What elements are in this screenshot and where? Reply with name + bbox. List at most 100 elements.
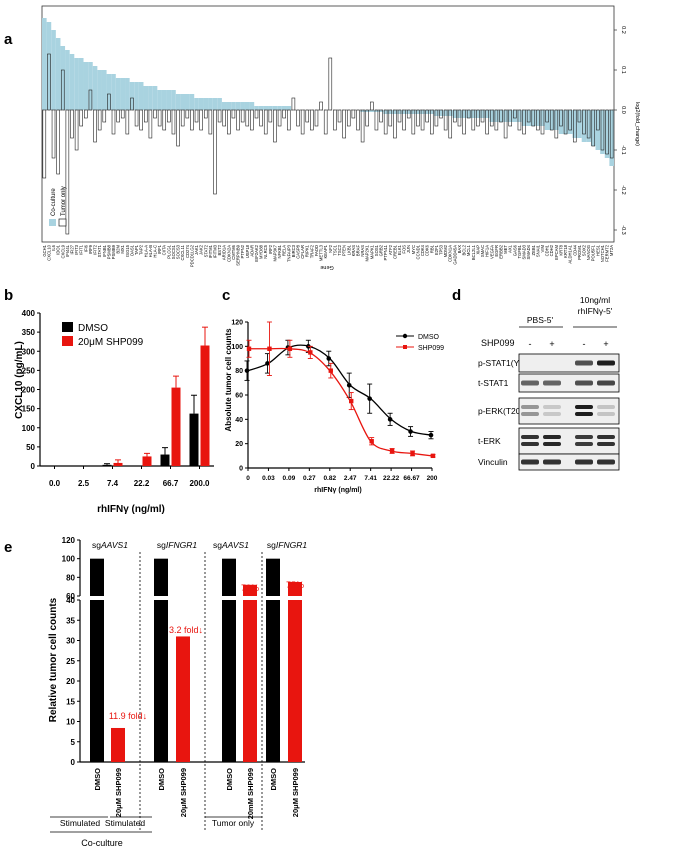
tumor-bar xyxy=(268,109,273,123)
panel-c-ytick-label: 120 xyxy=(231,320,243,327)
panel-e-bar-lower xyxy=(90,600,104,762)
panel-e-group-label: sgAAVS1 xyxy=(213,540,249,550)
gene-label: PTEN xyxy=(342,245,347,256)
western-band xyxy=(575,435,593,439)
tumor-bar xyxy=(365,109,369,127)
panel-a-ytick-label: 0.2 xyxy=(620,26,626,34)
gene-label: NLRC5 xyxy=(263,244,268,258)
panel-c-point xyxy=(389,448,395,454)
gene-label: IFI6 xyxy=(83,244,88,252)
coculture-bar xyxy=(563,110,568,134)
gene-label: SERPINB9 xyxy=(236,244,241,265)
tumor-bar xyxy=(120,109,125,119)
coculture-bar xyxy=(494,110,499,122)
tumor-bar xyxy=(328,57,333,111)
panel-c-xtick-label: 0.03 xyxy=(262,475,275,482)
panel-b-xtick-label: 7.4 xyxy=(107,479,119,488)
coculture-bar xyxy=(461,110,467,118)
panel-a-ytick-label: 0.1 xyxy=(620,66,626,74)
panel-e-condition-labels: Stimulated Stimulated Tumor only xyxy=(50,816,262,828)
panel-a-ytick-label: 0.0 xyxy=(620,106,626,114)
panel-c-point xyxy=(367,396,372,401)
panel-e-bar-upper xyxy=(154,558,168,596)
panel-c-axes: 0 20 40 60 80 100 120 0 0.03 0.09 0.27 0.82 2.47 7.41… xyxy=(231,320,437,483)
western-blot-frame xyxy=(518,427,620,455)
gene-label: SMAD3 xyxy=(522,244,527,259)
tumor-bar xyxy=(333,109,337,131)
gene-label: TP53 xyxy=(439,244,444,255)
coculture-bar xyxy=(106,74,112,110)
group-label-prefix: sg xyxy=(267,540,276,550)
gene-label: IFIT1 xyxy=(79,244,84,254)
panel-e-ytick-label: 100 xyxy=(62,555,76,564)
western-row-label: Vinculin xyxy=(478,457,508,467)
tumor-bar xyxy=(430,109,434,135)
gene-label: MYC xyxy=(411,245,416,254)
tumor-bar xyxy=(499,109,503,123)
tumor-bar xyxy=(282,109,286,119)
western-band xyxy=(543,405,561,409)
panel-c-chart: 0 20 40 60 80 100 120 0 0.03 0.09 0.27 0.82 2.47 7.41… xyxy=(224,320,444,495)
gene-label: PSMB8 xyxy=(106,244,111,259)
gene-label: CD274 xyxy=(185,244,190,258)
coculture-bar xyxy=(129,82,135,110)
panel-a-ytick-label: -0.3 xyxy=(620,225,626,234)
panel-e-ytick-label: 15 xyxy=(66,697,75,706)
tumor-bar xyxy=(93,109,97,143)
coculture-bar xyxy=(198,98,204,110)
gene-label: CXCL10 xyxy=(46,244,51,260)
tumor-bar xyxy=(180,109,185,127)
tumor-bar xyxy=(70,109,74,139)
gene-label: ARID1A xyxy=(222,245,227,260)
gene-label: NRAS xyxy=(360,245,365,257)
tumor-bar xyxy=(60,69,65,111)
tumor-bar xyxy=(203,109,208,119)
gene-label: RIPK1 xyxy=(305,244,310,257)
panel-b-ytick-label: 350 xyxy=(22,328,36,337)
tumor-bar xyxy=(287,109,291,131)
western-band xyxy=(521,412,539,416)
western-band xyxy=(521,405,539,409)
coculture-bar xyxy=(526,110,531,126)
coculture-bar xyxy=(226,102,232,110)
panel-e-annotation: 3.2 fold↓ xyxy=(169,625,203,635)
coculture-bar xyxy=(194,98,199,110)
western-sign: - xyxy=(529,339,532,349)
tumor-bar xyxy=(600,109,605,151)
tumor-bar xyxy=(157,109,162,127)
panel-c-point xyxy=(267,346,272,351)
coculture-bar xyxy=(387,110,393,114)
tumor-bar xyxy=(111,109,116,135)
tumor-bar xyxy=(79,109,83,127)
panel-c-point xyxy=(287,346,293,351)
gene-label: KRT18 xyxy=(563,244,568,258)
panel-c-point xyxy=(265,361,270,366)
coculture-bar xyxy=(452,110,458,118)
legend-label-c-dmso: DMSO xyxy=(418,334,440,341)
panel-e-ytick-label: 5 xyxy=(71,738,76,747)
coculture-bar xyxy=(268,106,273,110)
coculture-bar xyxy=(55,38,61,110)
tumor-bar xyxy=(190,109,194,131)
gene-label: IFI44L xyxy=(65,244,70,257)
panel-c-point xyxy=(430,453,436,459)
panel-b-ytick-label: 100 xyxy=(22,424,36,433)
group-label-prefix: sg xyxy=(213,540,222,550)
coculture-bar xyxy=(231,102,236,110)
gene-label: EIF2AK2 xyxy=(254,244,259,261)
gene-label: EGFR xyxy=(494,245,499,257)
panel-b-chart: 0 50 100 150 200 250 300 350 400 0.0 2.5 7.4 22.2 66.… xyxy=(14,309,214,515)
gene-label: SOCS3 xyxy=(176,244,181,259)
western-band xyxy=(543,380,561,386)
gene-label: NF2 xyxy=(328,244,333,253)
panel-a-gene-labels: GCH1 CXCL10 IL6 IDO1 CXCL9 IFI44L IFI27 IFIT3 IF… xyxy=(42,244,614,267)
panel-e-bar-lower xyxy=(266,600,280,762)
coculture-bar xyxy=(554,110,559,130)
coculture-bar xyxy=(415,110,421,114)
gene-label: B2M xyxy=(116,245,121,254)
gene-label: CD44 xyxy=(572,244,577,255)
panel-e-bar-upper xyxy=(222,558,236,596)
panel-b-bar xyxy=(113,462,123,466)
panel-e-xtick-label: 20mM SHP099 xyxy=(246,768,255,819)
tumor-bar xyxy=(291,97,296,111)
